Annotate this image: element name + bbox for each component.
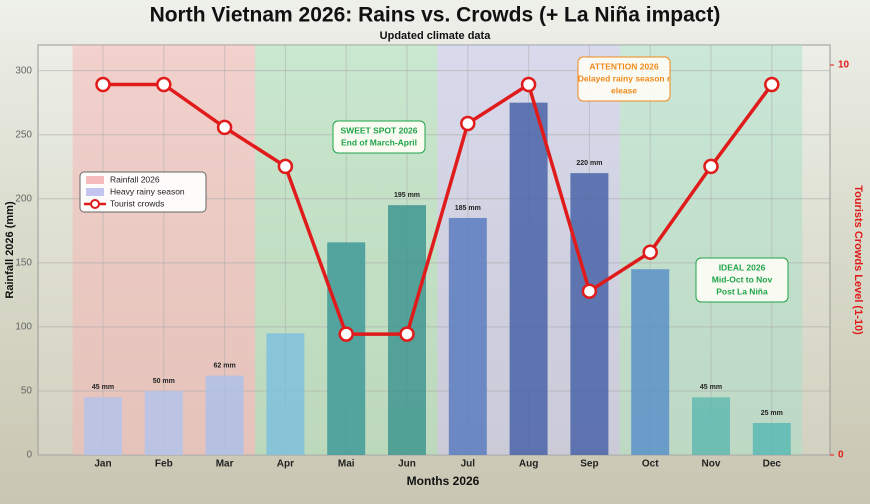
annotation-text: End of March-April xyxy=(341,137,417,147)
bar xyxy=(144,390,183,455)
y-tick-label: 100 xyxy=(15,322,32,333)
bar xyxy=(266,333,305,455)
annotation-text: SWEET SPOT 2026 xyxy=(341,125,418,135)
y-axis-label: Rainfall 2026 (mm) xyxy=(4,201,16,299)
value-label: 62 mm xyxy=(214,362,236,369)
legend-box xyxy=(79,171,207,213)
annotation-text: Post La Niña xyxy=(716,286,768,296)
x-axis-label: Months 2026 xyxy=(407,474,480,488)
bar xyxy=(205,375,244,455)
legend-label: Tourist crowds xyxy=(110,198,164,208)
x-tick-label: Dec xyxy=(763,459,782,470)
x-tick-label: Apr xyxy=(277,459,294,470)
x-tick-label: Feb xyxy=(155,459,173,470)
line-marker xyxy=(95,76,111,93)
x-tick-label: Nov xyxy=(702,459,721,470)
chart-subtitle: Updated climate data xyxy=(380,30,492,42)
bar xyxy=(327,242,366,455)
annotation-text: elease xyxy=(611,85,637,95)
y-tick-label: 250 xyxy=(15,129,32,140)
x-tick-label: Jul xyxy=(461,459,476,470)
y2-tick-label: 10 xyxy=(838,60,850,71)
bar xyxy=(692,397,730,455)
y2-axis-label: Tourists Crowds Level (1-10) xyxy=(852,185,864,335)
line-marker xyxy=(156,76,172,93)
bar xyxy=(509,102,548,455)
annotation-text: ATTENTION 2026 xyxy=(589,61,659,71)
y-tick-label: 200 xyxy=(15,193,32,204)
chart-title: North Vietnam 2026: Rains vs. Crowds (+ … xyxy=(150,4,721,27)
line-marker xyxy=(216,119,233,136)
bar xyxy=(631,269,670,455)
annotation-box xyxy=(695,257,789,303)
annotation-text: IDEAL 2026 xyxy=(719,262,766,272)
value-label: 45 mm xyxy=(92,384,114,391)
bar xyxy=(448,217,487,455)
y2-tick-label: 0 xyxy=(838,450,844,461)
value-label: 45 mm xyxy=(700,384,722,391)
line-marker xyxy=(520,76,537,93)
y-tick-label: 50 xyxy=(21,386,33,397)
value-label: 195 mm xyxy=(394,192,420,199)
line-marker xyxy=(338,326,354,342)
annotation-box xyxy=(577,56,671,102)
legend-swatch xyxy=(86,188,104,196)
bar xyxy=(570,173,609,455)
x-tick-label: Jan xyxy=(94,459,111,470)
line-marker xyxy=(703,158,719,175)
bar xyxy=(84,397,122,455)
value-label: 25 mm xyxy=(761,410,783,417)
line-marker xyxy=(642,244,658,260)
x-tick-label: Mai xyxy=(338,459,355,470)
annotation-text: Mid-Oct to Nov xyxy=(712,274,773,284)
y-tick-label: 300 xyxy=(15,65,32,76)
x-tick-label: Jun xyxy=(398,459,416,470)
line-marker xyxy=(460,115,476,132)
y-tick-label: 150 xyxy=(15,257,32,268)
value-label: 185 mm xyxy=(455,205,481,212)
line-marker xyxy=(399,326,415,342)
x-tick-label: Aug xyxy=(519,459,538,470)
annotation-text: Delayed rainy season r xyxy=(578,73,671,83)
line-marker xyxy=(581,283,598,299)
line xyxy=(103,82,774,336)
legend-label: Heavy rainy season xyxy=(110,186,185,196)
legend-swatch xyxy=(86,176,104,184)
value-label: 50 mm xyxy=(153,378,175,385)
x-tick-label: Oct xyxy=(642,459,659,470)
bar xyxy=(752,422,791,455)
legend-label: Rainfall 2026 xyxy=(110,174,160,184)
x-tick-label: Sep xyxy=(580,459,598,470)
value-label: 220 mm xyxy=(576,160,602,167)
x-tick-label: Mar xyxy=(216,459,234,470)
line-marker xyxy=(277,158,294,175)
legend-marker xyxy=(90,199,100,209)
y-tick-label: 0 xyxy=(26,450,32,461)
annotation-box xyxy=(332,120,426,154)
line-marker xyxy=(764,76,780,93)
